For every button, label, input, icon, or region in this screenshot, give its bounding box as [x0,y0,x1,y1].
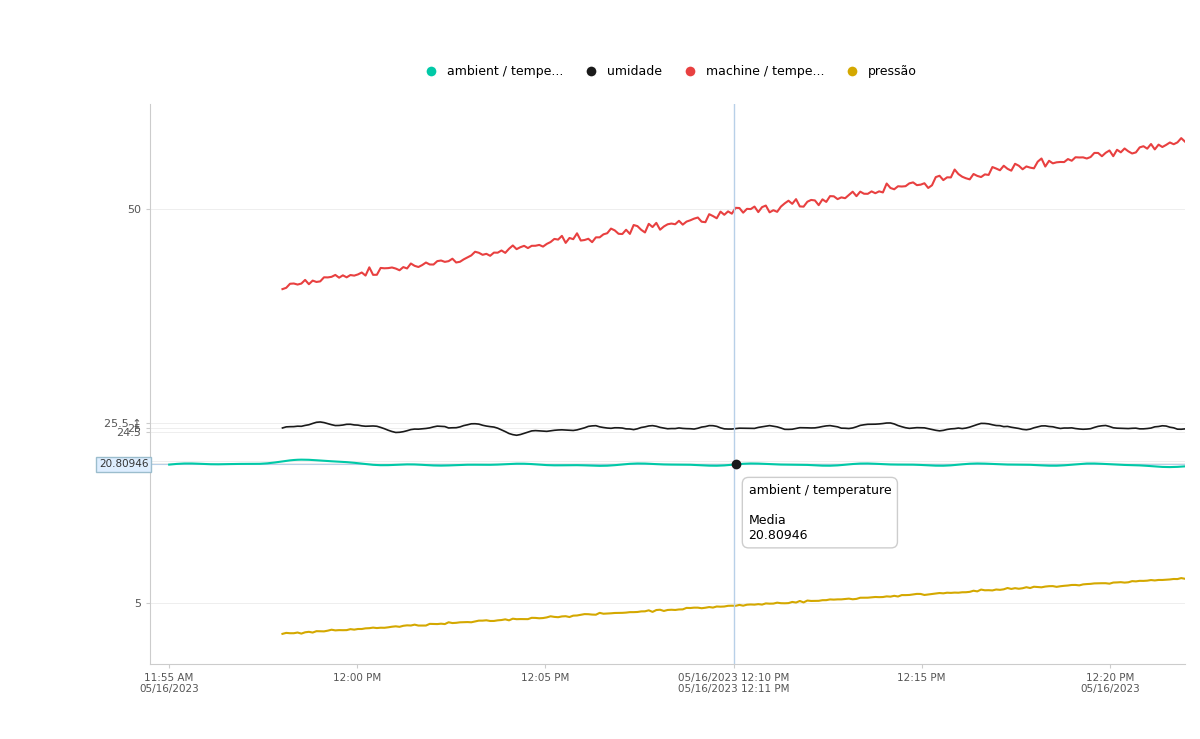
Text: ambient / temperature

Media
20.80946: ambient / temperature Media 20.80946 [749,483,892,542]
Legend: ambient / tempe..., umidade, machine / tempe..., pressão: ambient / tempe..., umidade, machine / t… [413,60,922,84]
Text: 20.80946: 20.80946 [98,460,149,469]
